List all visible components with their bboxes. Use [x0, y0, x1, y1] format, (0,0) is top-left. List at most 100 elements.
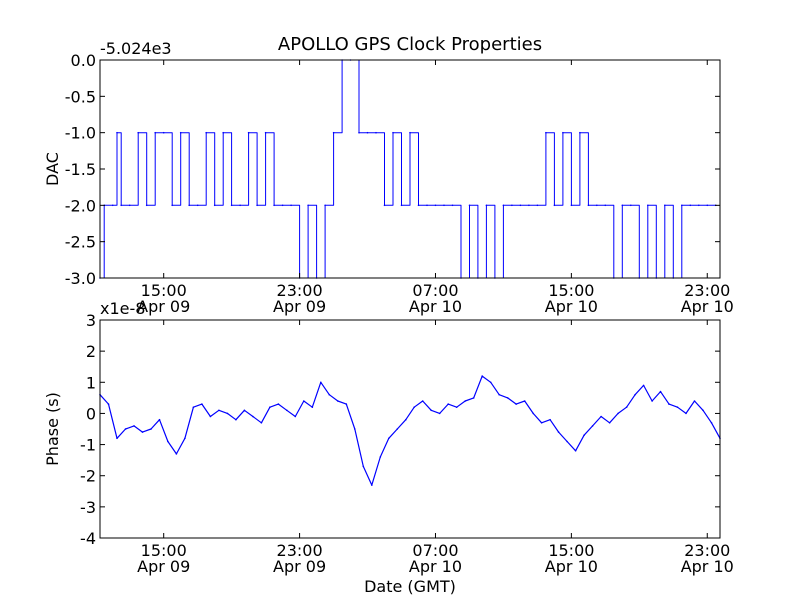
phase-data-point — [710, 422, 713, 424]
dac-data-point — [128, 204, 131, 207]
x-tick-date-label: Apr 10 — [545, 297, 598, 316]
dac-data-point — [273, 204, 275, 207]
dac-data-point — [519, 204, 522, 207]
phase-data-point — [540, 422, 543, 424]
phase-data-point — [625, 406, 628, 409]
x-tick-time-label: 15:00 — [141, 281, 187, 300]
phase-data-point — [617, 412, 619, 415]
dac-data-point — [502, 204, 505, 207]
y-tick-label: -2.0 — [65, 196, 96, 215]
dac-data-point — [443, 204, 445, 207]
phase-data-point — [557, 431, 560, 433]
phase-data-point — [354, 428, 356, 430]
dac-data-point — [579, 131, 581, 134]
y-tick-label: 2 — [86, 342, 96, 361]
dac-data-point — [247, 131, 250, 134]
phase-data-point — [192, 406, 195, 409]
dac-data-point — [324, 204, 326, 207]
y-offset-label: -5.024e3 — [100, 39, 172, 58]
phase-data-point — [388, 437, 390, 440]
x-axis-label: Date (GMT) — [364, 577, 456, 596]
phase-data-point — [218, 409, 220, 412]
y-tick-label: -2.5 — [65, 233, 96, 252]
x-tick-time-label: 23:00 — [684, 281, 730, 300]
phase-data-point — [574, 450, 577, 452]
dac-data-point — [536, 204, 539, 207]
dac-data-point — [188, 204, 190, 207]
dac-data-point — [511, 204, 513, 207]
phase-data-point — [489, 381, 492, 384]
dac-series-line-0 — [100, 59, 716, 279]
phase-data-point — [184, 437, 186, 440]
phase-data-point — [243, 409, 246, 412]
dac-data-point — [562, 131, 564, 134]
dac-data-point — [392, 131, 394, 134]
dac-data-point — [222, 131, 224, 134]
phase-data-point — [286, 409, 288, 412]
dac-data-point — [409, 131, 411, 134]
phase-data-point — [235, 418, 237, 421]
phase-data-point — [693, 400, 696, 402]
phase-data-point — [464, 400, 467, 402]
phase-data-point — [311, 406, 314, 409]
x-tick-date-label: Apr 09 — [137, 557, 190, 576]
phase-data-point — [549, 418, 551, 421]
phase-data-point — [421, 400, 424, 402]
dac-data-point — [596, 204, 598, 207]
y-tick-label: -4 — [80, 529, 96, 548]
phase-data-point — [133, 425, 135, 427]
x-tick-time-label: 23:00 — [277, 281, 323, 300]
dac-data-point — [604, 204, 607, 207]
phase-data-point — [107, 403, 110, 405]
dac-data-point — [485, 204, 488, 207]
phase-data-point — [642, 384, 645, 387]
dac-data-point — [111, 204, 114, 207]
dac-data-point — [681, 204, 683, 207]
y-offset-label: x1e-8 — [100, 299, 145, 318]
dac-data-point — [366, 131, 369, 134]
dac-data-point — [256, 204, 258, 207]
phase-data-point — [371, 484, 373, 486]
x-tick-date-label: Apr 10 — [409, 557, 462, 576]
phase-data-point — [583, 434, 585, 437]
dac-data-point — [196, 204, 199, 207]
x-tick-time-label: 23:00 — [277, 541, 323, 560]
phase-data-point — [634, 393, 636, 396]
phase-data-point — [303, 400, 305, 402]
dac-data-point — [171, 204, 173, 207]
phase-data-point — [150, 428, 152, 430]
dac-data-point — [290, 204, 292, 207]
phase-data-point — [608, 422, 611, 424]
dac-data-point — [706, 204, 709, 207]
x-tick-date-label: Apr 10 — [681, 297, 734, 316]
dac-data-point — [528, 204, 530, 207]
phase-data-point — [362, 465, 365, 468]
phase-series-line-0 — [99, 375, 721, 486]
phase-data-point — [396, 428, 399, 430]
y-tick-label: -1 — [80, 436, 96, 455]
y-tick-label: -3 — [80, 498, 96, 517]
phase-data-point — [116, 437, 118, 440]
phase-data-point — [260, 422, 263, 424]
phase-data-point — [481, 375, 484, 377]
phase-data-point — [659, 390, 662, 393]
dac-data-point — [434, 204, 437, 207]
dac-data-point — [332, 131, 335, 134]
y-axis-label: Phase (s) — [43, 392, 62, 466]
x-tick-date-label: Apr 10 — [545, 557, 598, 576]
y-tick-label: -1.5 — [65, 160, 96, 179]
phase-data-point — [472, 397, 475, 399]
x-tick-time-label: 15:00 — [548, 541, 594, 560]
phase-data-point — [668, 403, 670, 405]
dac-data-point — [698, 204, 700, 207]
phase-data-point — [447, 403, 450, 405]
phase-data-point — [506, 397, 509, 399]
dac-data-point — [468, 204, 471, 207]
phase-data-point — [124, 428, 127, 430]
phase-data-point — [438, 412, 441, 415]
phase-data-point — [651, 400, 653, 402]
dac-data-point — [154, 131, 156, 134]
